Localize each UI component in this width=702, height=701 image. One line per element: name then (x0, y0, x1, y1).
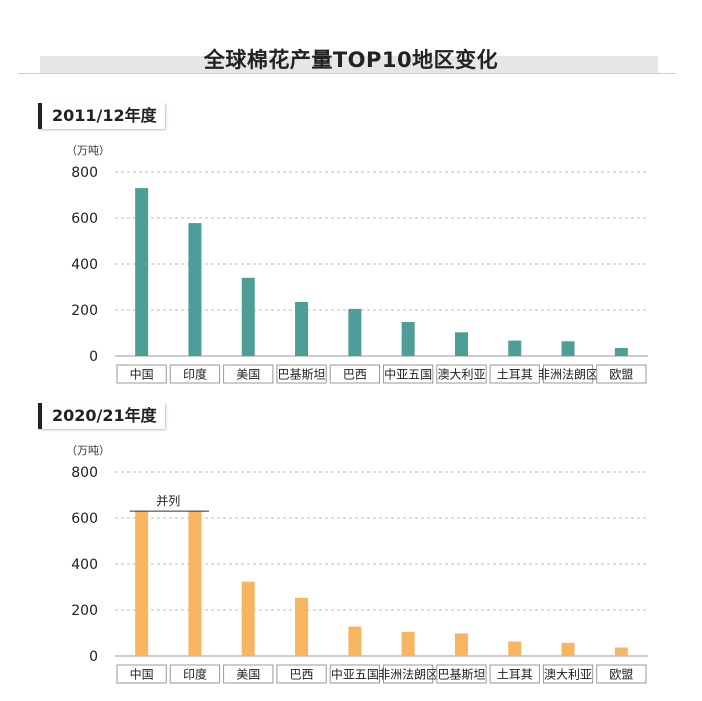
x-category-label: 印度 (183, 667, 207, 682)
annotation-label: 并列 (156, 494, 180, 508)
bar-chart-2020: （万吨） 0 200 400 600 800 中国 印度 美国 巴西 中亚五国 非洲法朗区 巴基斯坦 土耳… (66, 444, 648, 684)
bar-6 (401, 631, 415, 656)
x-category-label: 欧盟 (609, 668, 633, 682)
x-category-box (276, 664, 327, 684)
y-tick-label: 400 (71, 257, 98, 273)
unit-label: （万吨） (66, 444, 110, 457)
x-category-label: 非洲法朗区 (538, 368, 598, 382)
bar-chart-2011: （万吨） 0 200 400 600 800 中国 印度 美国 巴基斯坦 巴西 中亚五国 澳大利亚 土耳其… (66, 144, 648, 384)
y-tick-label: 200 (71, 303, 98, 319)
x-category-label: 土耳其 (497, 668, 533, 682)
x-category-box (436, 664, 487, 684)
x-category-label: 中亚五国 (384, 367, 432, 382)
bar-9 (561, 341, 575, 356)
x-category-label: 巴西 (343, 368, 367, 382)
bar-7 (454, 332, 468, 356)
bar-3 (241, 581, 255, 656)
y-tick-label: 800 (71, 465, 98, 481)
x-category-label: 美国 (236, 368, 260, 382)
x-category-box (169, 664, 221, 684)
x-category-box (276, 364, 327, 384)
y-tick-label: 600 (71, 211, 98, 227)
bar-6 (401, 321, 415, 356)
x-category-label: 欧盟 (609, 368, 633, 382)
y-tick-label: 600 (71, 511, 98, 527)
x-category-label: 印度 (183, 367, 207, 382)
bar-10 (614, 647, 628, 656)
bar-8 (508, 641, 522, 656)
unit-label: （万吨） (66, 144, 110, 157)
x-category-box (489, 364, 540, 384)
bar-4 (295, 597, 309, 656)
y-tick-label: 400 (71, 557, 98, 573)
bar-4 (295, 301, 309, 356)
y-tick-label: 0 (89, 349, 98, 365)
y-tick-label: 0 (89, 649, 98, 665)
x-category-label: 巴基斯坦 (437, 668, 485, 682)
x-category-box (542, 364, 594, 384)
x-category-label: 土耳其 (497, 368, 533, 382)
bar-5 (348, 308, 362, 356)
x-category-box (223, 664, 274, 684)
x-category-label: 美国 (236, 668, 260, 682)
x-category-box (383, 364, 434, 384)
y-tick-label: 800 (71, 165, 98, 181)
x-category-box (223, 364, 274, 384)
x-category-label: 中亚五国 (331, 667, 379, 682)
bar-8 (508, 340, 522, 356)
x-category-box (116, 364, 167, 384)
x-category-label: 非洲法朗区 (378, 668, 438, 682)
title-divider (18, 73, 676, 74)
bar-1 (135, 188, 149, 356)
x-category-box (596, 364, 647, 384)
page-title: 全球棉花产量TOP10地区变化 (203, 48, 499, 72)
bar-7 (454, 633, 468, 656)
x-category-label: 中国 (130, 667, 154, 682)
x-category-label: 澳大利亚 (544, 668, 592, 682)
x-category-box (169, 364, 221, 384)
bar-9 (561, 642, 575, 656)
bar-5 (348, 626, 362, 656)
y-tick-label: 200 (71, 603, 98, 619)
bar-2 (188, 223, 202, 356)
x-category-box (383, 664, 434, 684)
bar-10 (614, 347, 628, 356)
section-label-2011: 2011/12年度 (38, 103, 165, 129)
x-category-box (542, 664, 594, 684)
x-category-label: 澳大利亚 (437, 368, 485, 382)
bar-1 (135, 511, 149, 656)
title-band (40, 56, 658, 74)
x-category-label: 巴西 (290, 668, 314, 682)
x-category-box (436, 364, 487, 384)
x-category-box (116, 664, 167, 684)
x-category-box (596, 664, 647, 684)
bar-3 (241, 277, 255, 356)
x-category-box (329, 364, 381, 384)
x-category-label: 巴基斯坦 (278, 368, 326, 382)
x-category-box (489, 664, 540, 684)
section-label-2020: 2020/21年度 (38, 403, 165, 429)
x-category-box (329, 664, 381, 684)
x-category-label: 中国 (130, 367, 154, 382)
bar-2 (188, 511, 202, 656)
